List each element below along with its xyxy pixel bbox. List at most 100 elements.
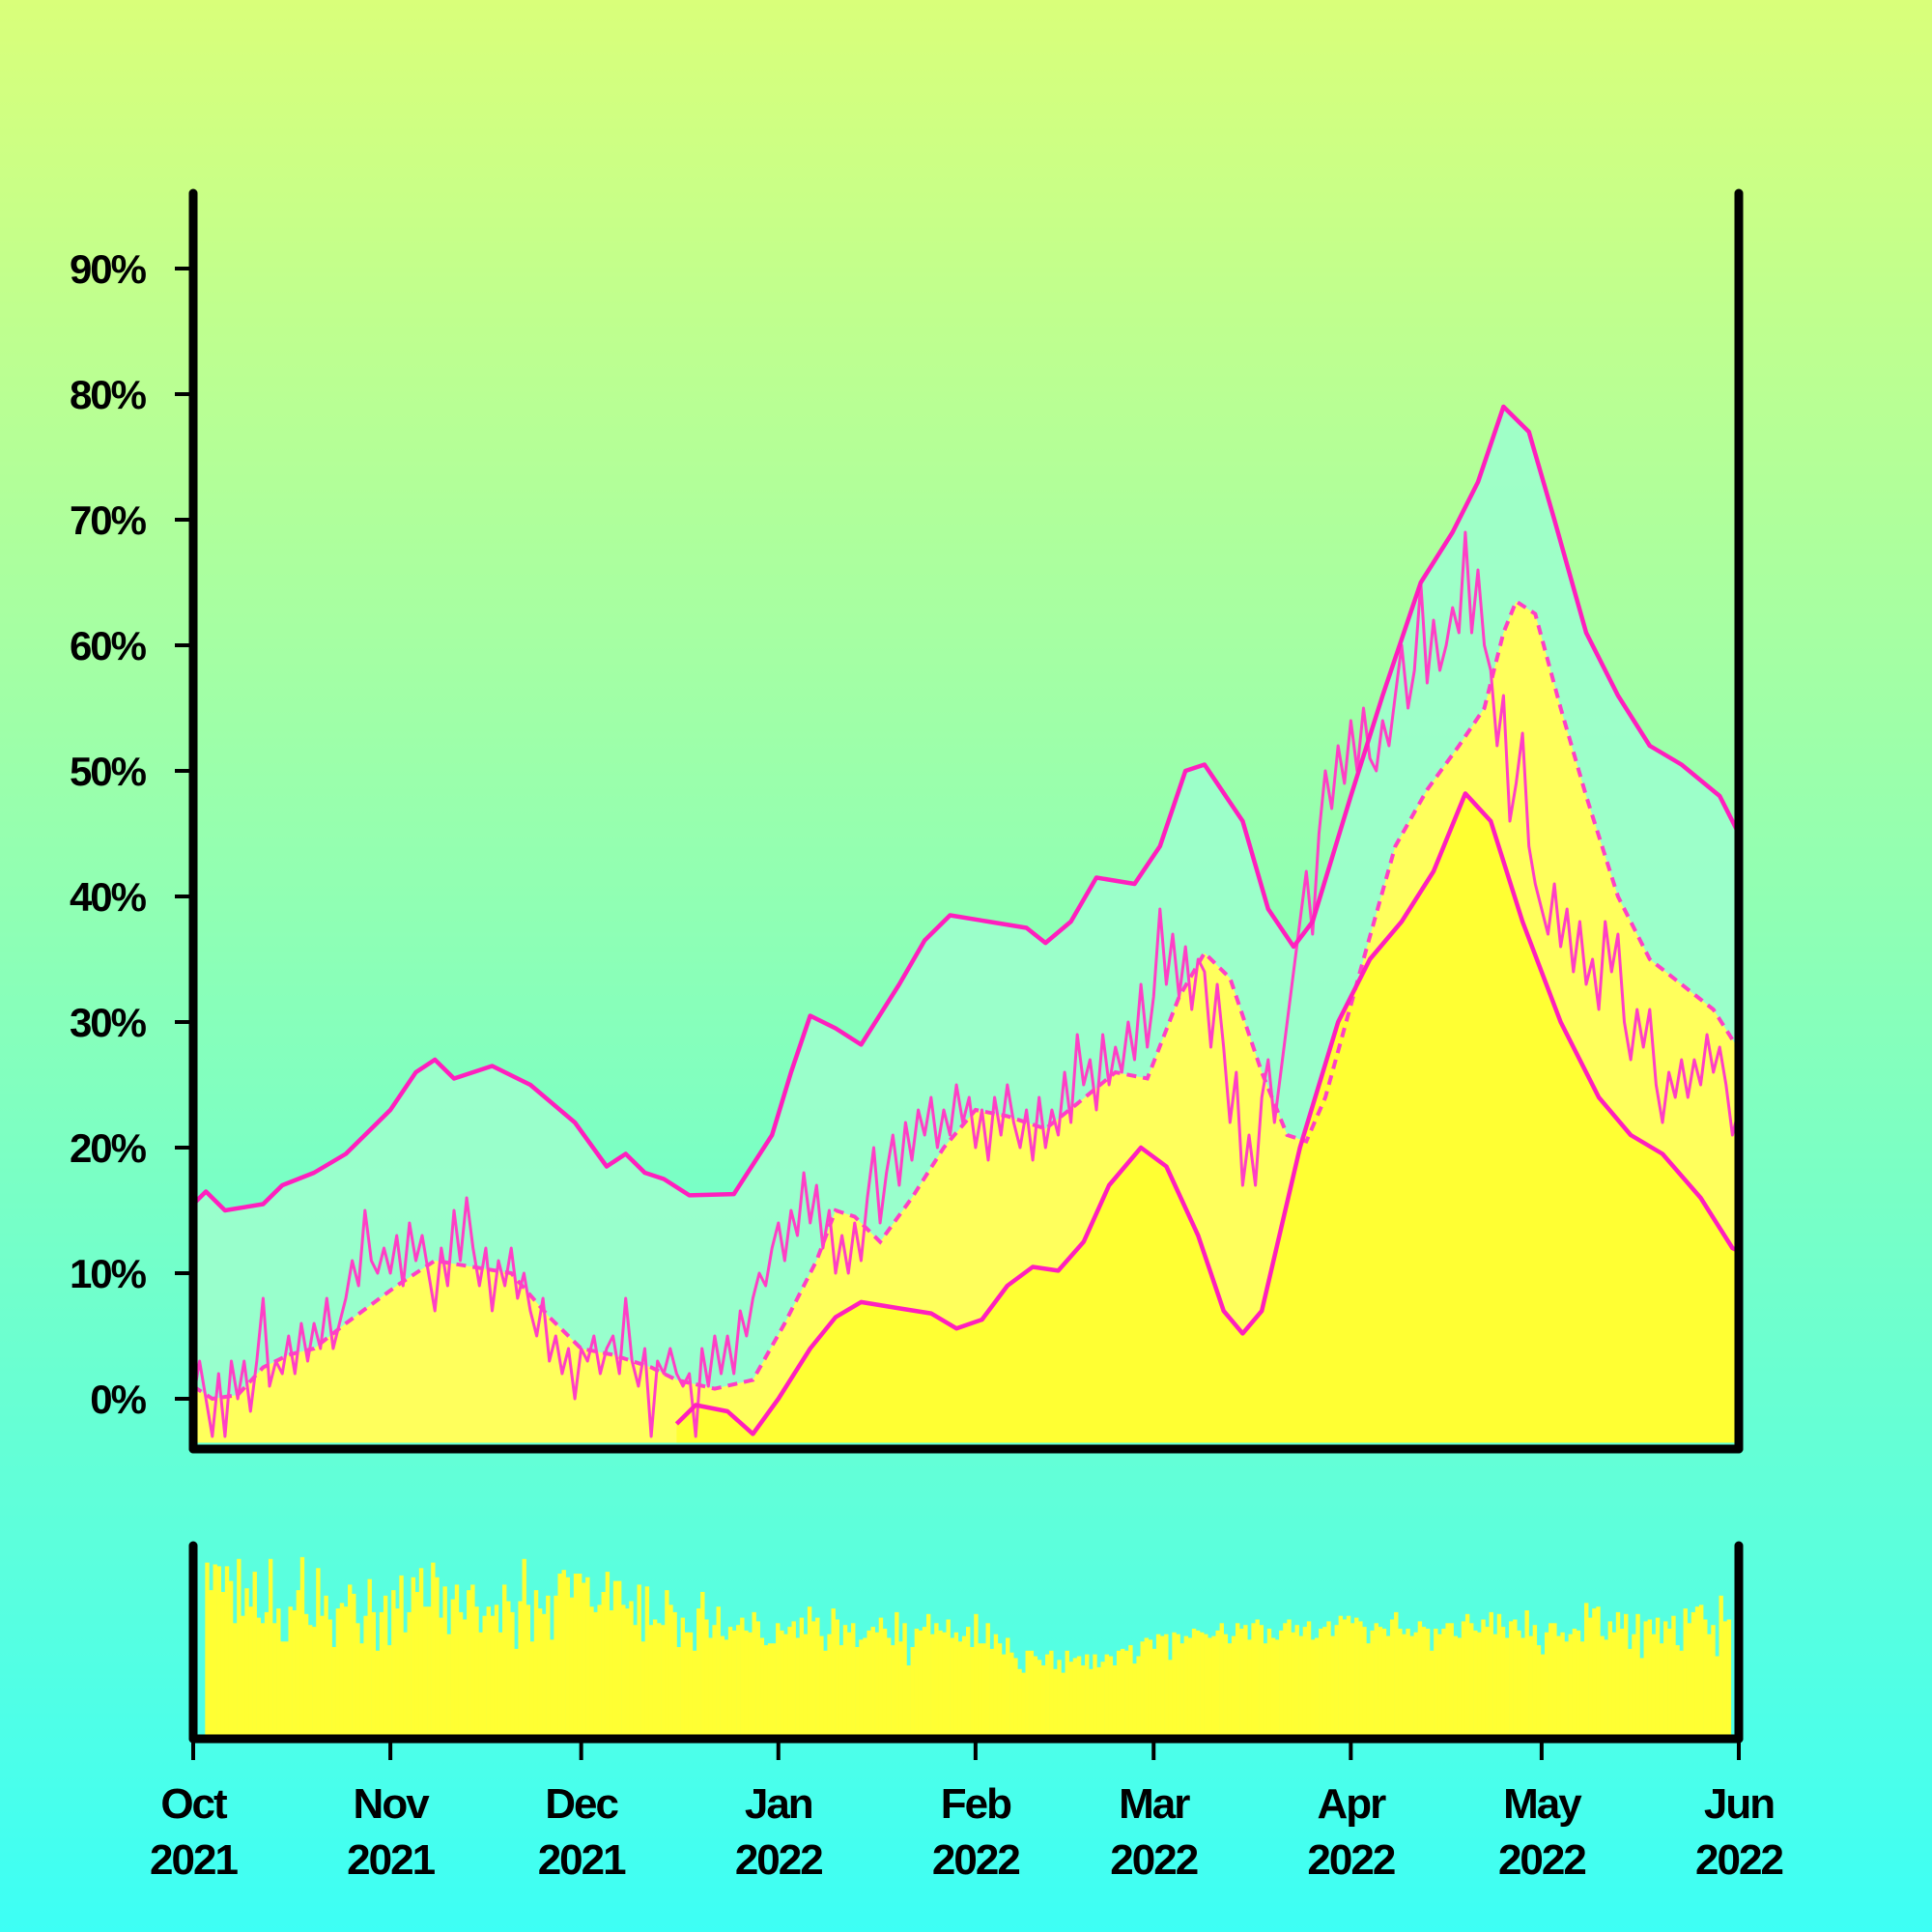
volume-bar xyxy=(582,1582,586,1739)
volume-bar xyxy=(407,1611,412,1739)
volume-bar xyxy=(989,1648,995,1739)
volume-bar xyxy=(966,1627,971,1739)
volume-bar xyxy=(616,1580,622,1739)
volume-bar xyxy=(280,1641,285,1739)
volume-bar xyxy=(1560,1632,1565,1739)
volume-bar xyxy=(1639,1658,1644,1739)
volume-bar xyxy=(708,1637,713,1739)
volume-bar xyxy=(1033,1656,1038,1739)
volume-bar xyxy=(1179,1643,1184,1739)
volume-bar xyxy=(1430,1650,1435,1739)
volume-bar xyxy=(1112,1665,1118,1739)
volume-bar xyxy=(1659,1643,1664,1739)
volume-bar xyxy=(1215,1630,1220,1739)
y-tick-label: 90% xyxy=(70,246,147,292)
volume-bar xyxy=(629,1601,634,1739)
volume-bar xyxy=(692,1650,697,1739)
volume-bar xyxy=(1100,1662,1105,1739)
volume-bar xyxy=(771,1643,777,1739)
volume-bar xyxy=(1477,1632,1482,1739)
x-tick-year: 2022 xyxy=(932,1836,1019,1884)
x-tick-month: Mar xyxy=(1119,1780,1190,1828)
volume-bar xyxy=(316,1568,321,1739)
volume-bar xyxy=(1726,1619,1732,1739)
volume-bar xyxy=(1588,1617,1593,1739)
volume-bar xyxy=(625,1608,630,1739)
volume-bar xyxy=(1679,1650,1684,1739)
volume-bar xyxy=(533,1590,539,1739)
volume-bar xyxy=(676,1647,681,1739)
volume-bar xyxy=(752,1611,756,1739)
volume-bar xyxy=(244,1588,249,1739)
volume-bar xyxy=(411,1577,416,1739)
volume-bar xyxy=(1489,1611,1493,1739)
volume-bar xyxy=(264,1611,270,1739)
volume-bar xyxy=(1287,1619,1292,1739)
volume-bar xyxy=(1694,1606,1700,1739)
x-tick-year: 2022 xyxy=(1110,1836,1197,1884)
volume-bar xyxy=(478,1632,483,1739)
volume-bar xyxy=(1001,1654,1007,1739)
volume-bar xyxy=(1722,1621,1727,1739)
volume-bar xyxy=(1049,1650,1054,1739)
lower-band-line xyxy=(674,791,1739,1436)
volume-bar xyxy=(680,1617,686,1739)
volume-bar xyxy=(1148,1639,1153,1739)
volume-bar xyxy=(1151,1648,1157,1739)
volume-bar xyxy=(1211,1635,1216,1739)
volume-bar xyxy=(776,1623,781,1739)
volume-bar xyxy=(637,1584,641,1739)
volume-bar xyxy=(442,1586,447,1739)
volume-bar xyxy=(946,1619,951,1739)
volume-bar xyxy=(1552,1623,1557,1739)
volume-bar xyxy=(1108,1656,1114,1739)
volume-bar xyxy=(529,1641,535,1739)
volume-bar xyxy=(724,1639,729,1739)
volume-bar xyxy=(327,1619,332,1739)
volume-bar xyxy=(343,1606,349,1739)
volume-bar xyxy=(961,1635,967,1739)
volume-bar xyxy=(220,1592,226,1739)
y-tick-label: 70% xyxy=(70,497,147,543)
volume-bar xyxy=(1291,1632,1295,1739)
x-tick-month: Oct xyxy=(160,1780,228,1828)
volume-bar xyxy=(546,1595,551,1739)
y-tick-label: 40% xyxy=(70,874,147,920)
volume-bar xyxy=(494,1605,499,1739)
y-tick-label: 80% xyxy=(70,372,147,417)
volume-bar xyxy=(942,1632,947,1739)
volume-bar xyxy=(661,1625,666,1739)
volume-bar xyxy=(450,1599,456,1739)
y-tick-label: 0% xyxy=(90,1377,146,1422)
volume-bar xyxy=(1013,1658,1018,1739)
volume-bar xyxy=(934,1623,939,1739)
volume-bar xyxy=(1259,1625,1264,1739)
volume-bar xyxy=(1009,1652,1014,1739)
volume-bar xyxy=(878,1617,884,1739)
volume-bar xyxy=(1085,1654,1090,1739)
y-tick-label: 50% xyxy=(70,749,147,794)
volume-bar xyxy=(863,1637,867,1739)
volume-bar xyxy=(1524,1610,1529,1739)
volume-bar xyxy=(399,1575,404,1739)
volume-bar xyxy=(795,1637,800,1739)
x-tick-month: Feb xyxy=(941,1780,1011,1828)
volume-bar xyxy=(565,1577,571,1739)
volume-bar xyxy=(1473,1630,1478,1739)
volume-bar xyxy=(272,1623,277,1739)
plot-frame xyxy=(188,188,1744,1454)
volume-bar xyxy=(1315,1637,1320,1739)
x-tick-month: Jan xyxy=(745,1780,812,1828)
volume-bar xyxy=(1492,1634,1498,1739)
volume-bar xyxy=(1338,1615,1344,1739)
volume-bar xyxy=(648,1625,654,1739)
volume-bar xyxy=(842,1625,848,1739)
volume-bar xyxy=(1496,1613,1502,1739)
volume-bar xyxy=(668,1605,673,1739)
volume-bar xyxy=(1204,1634,1208,1739)
volume-bar xyxy=(1187,1637,1193,1739)
volume-bar xyxy=(1037,1660,1042,1739)
volume-bar xyxy=(1548,1623,1553,1739)
volume-bar xyxy=(1604,1639,1608,1739)
volume-bar xyxy=(537,1608,543,1739)
